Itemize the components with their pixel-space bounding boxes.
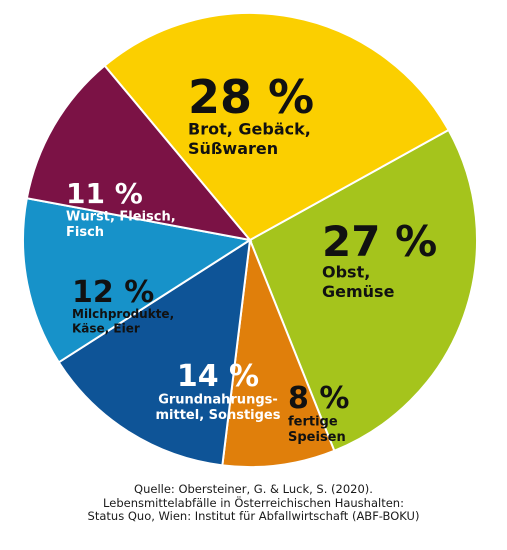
slice-label-1-line-1: Speisen [288,430,346,445]
slice-label-2-line-0: Grundnahrungs- [158,393,278,408]
slice-label-4-line-1: Fisch [66,225,104,240]
pie-slice-0 [248,128,478,453]
pie-slice-4 [25,64,253,242]
slice-percent-0: 27 % [322,217,437,266]
slice-label-0-line-0: Obst, [322,263,370,282]
source-line-1: Quelle: Obersteiner, G. & Luck, S. (2020… [134,482,373,496]
slice-percent-5: 28 % [188,70,314,124]
slice-label-5-line-1: Süßwaren [188,139,278,158]
slice-label-0-line-1: Gemüse [322,282,395,301]
source-citation: Quelle: Obersteiner, G. & Luck, S. (2020… [0,482,507,524]
pie-slice-5 [103,12,450,242]
slice-percent-1: 8 % [288,381,349,416]
slice-percent-4: 11 % [66,177,143,210]
source-line-3: Status Quo, Wien: Institut für Abfallwir… [87,509,420,523]
pie-slice-2 [57,238,252,467]
pie-slice-1 [221,239,336,468]
slice-label-5-line-0: Brot, Gebäck, [188,120,311,139]
slice-percent-3: 12 % [72,275,154,310]
pie-slice-3 [22,197,253,364]
slice-label-3-line-1: Käse, Eier [72,322,140,336]
slice-label-3-line-0: Milchprodukte, [72,307,174,321]
source-line-2: Lebensmittelabfälle in Österreichischen … [103,495,404,510]
slice-percent-2: 14 % [177,359,259,394]
slice-label-1-line-0: fertige [288,415,338,430]
slice-label-4-line-0: Wurst, Fleisch, [66,210,176,225]
slice-label-2-line-1: mittel, Sonstiges [156,408,281,423]
